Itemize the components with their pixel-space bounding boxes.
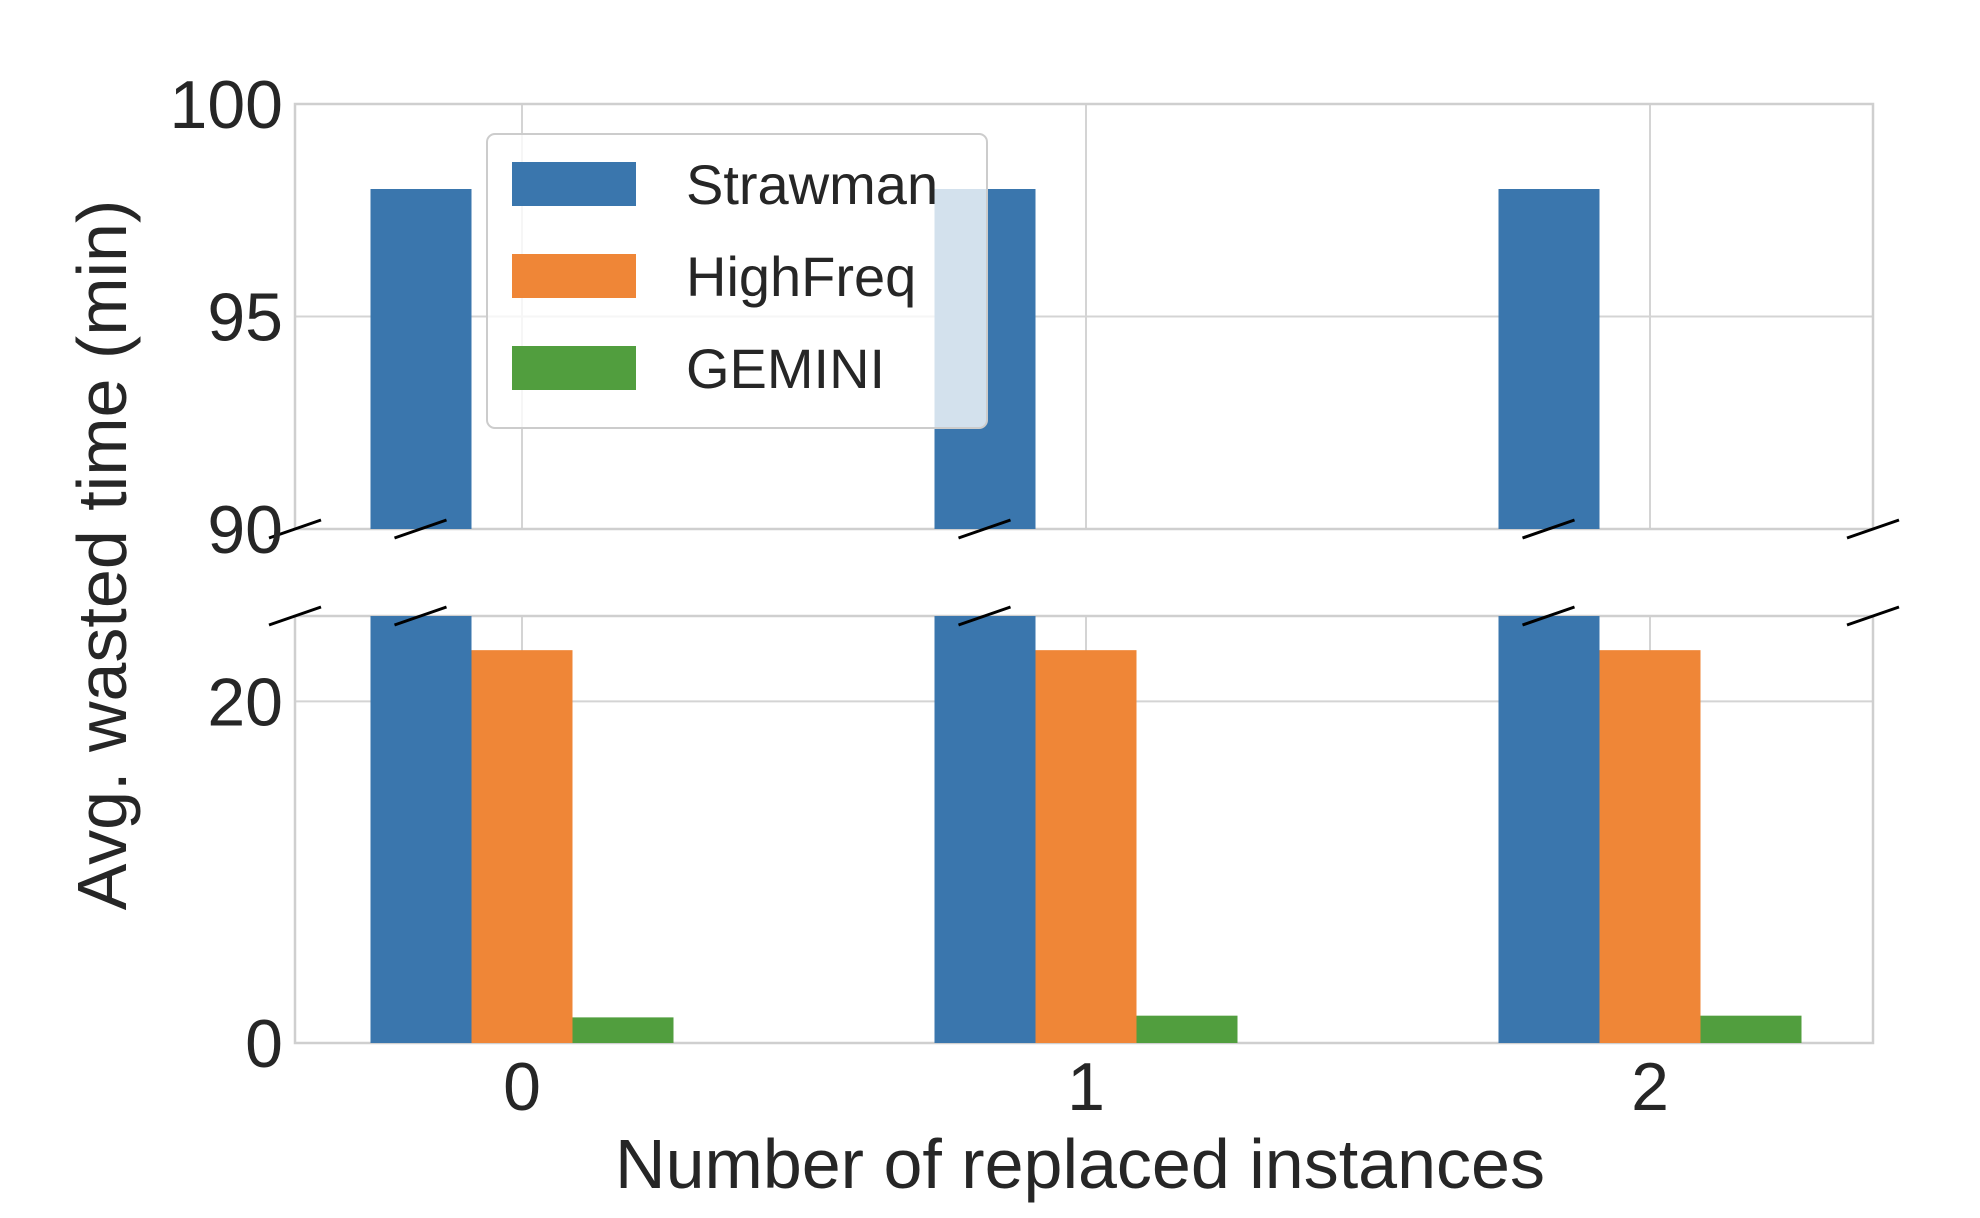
y-tick-label-100: 100: [170, 67, 283, 143]
y-tick-label-90: 90: [207, 492, 283, 568]
break-slash: [958, 605, 1011, 627]
legend-swatch-gemini: [512, 346, 636, 390]
y-tick-labels: 90 95 100 0 20: [170, 67, 283, 1082]
break-slash: [268, 518, 322, 540]
bar-strawman-1-lower: [934, 616, 1036, 1043]
x-tick-label-1: 1: [1067, 1049, 1105, 1125]
legend-swatch-strawman: [512, 162, 636, 206]
y-tick-label-0: 0: [245, 1006, 283, 1082]
x-tick-label-0: 0: [503, 1049, 541, 1125]
bar-gemini-0-lower: [572, 1017, 674, 1043]
legend-swatch-highfreq: [512, 254, 636, 298]
bar-highfreq-0-lower: [471, 650, 573, 1043]
x-tick-label-2: 2: [1631, 1049, 1669, 1125]
break-slash: [268, 605, 322, 627]
legend: Strawman HighFreq GEMINI: [486, 133, 988, 429]
legend-label-strawman: Strawman: [686, 153, 938, 216]
bar-strawman-0-lower: [370, 616, 472, 1043]
break-slash: [394, 605, 447, 627]
x-tick-labels: 0 1 2: [503, 1049, 1669, 1125]
bar-highfreq-2-lower: [1599, 650, 1701, 1043]
bar-strawman-2-lower: [1498, 616, 1600, 1043]
break-slash: [394, 518, 447, 540]
bar-highfreq-1-lower: [1035, 650, 1137, 1043]
break-slash: [1522, 605, 1575, 627]
legend-label-gemini: GEMINI: [686, 337, 885, 400]
break-slash: [1522, 518, 1575, 540]
y-axis-label: Avg. wasted time (min): [63, 200, 141, 911]
upper-frame: [293, 102, 1875, 531]
break-slash: [1846, 518, 1900, 540]
x-axis-label: Number of replaced instances: [615, 1125, 1545, 1203]
legend-label-highfreq: HighFreq: [686, 245, 916, 308]
bar-strawman-0-upper: [370, 189, 472, 529]
break-slash: [1846, 605, 1900, 627]
y-tick-label-95: 95: [207, 280, 283, 356]
bar-gemini-2-lower: [1700, 1015, 1802, 1043]
break-slash: [958, 518, 1011, 540]
bar-gemini-1-lower: [1136, 1015, 1238, 1043]
y-tick-label-20: 20: [207, 664, 283, 740]
bar-strawman-2-upper: [1498, 189, 1600, 529]
axis-break-marks: [268, 518, 1900, 627]
